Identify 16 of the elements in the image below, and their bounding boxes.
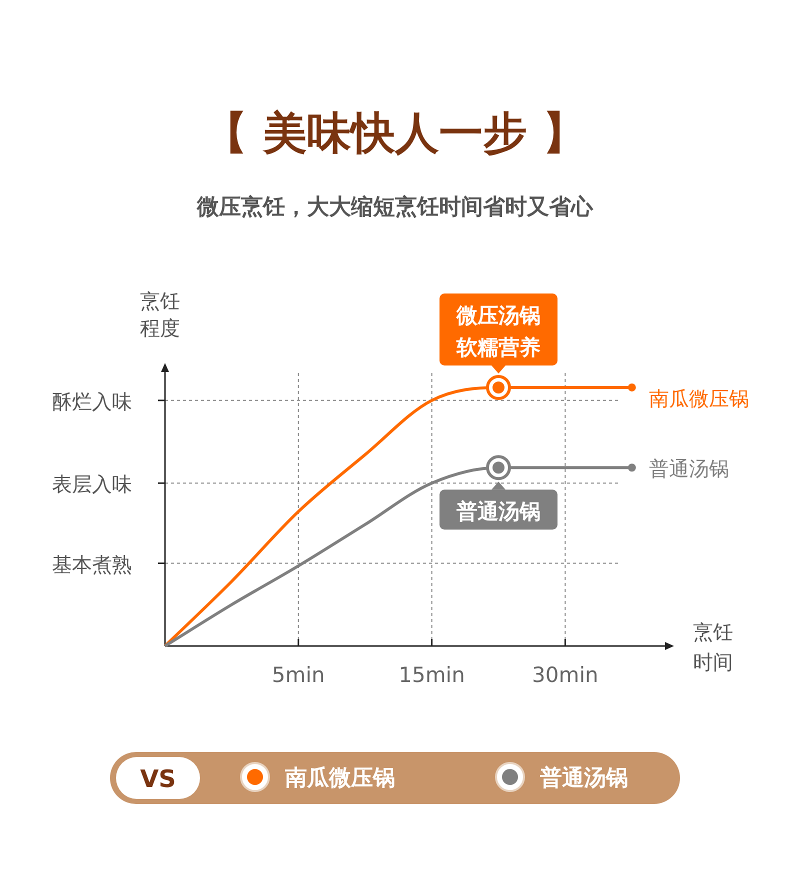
x-tick-label: 15min [398,663,465,687]
legend: 南瓜微压锅 [648,386,749,410]
legend-bottom: 南瓜微压锅 普通汤锅 [240,762,628,792]
text: 烹饪程度 [140,289,180,340]
legend: 普通汤锅 [648,456,729,481]
ref-line-label: 表层入味 [52,472,132,496]
x-tick-label: 30min [532,663,598,687]
text: 普通汤锅 [456,500,540,524]
x-tick-label: 5min [272,663,325,687]
text: 微压汤锅软糯营养 [456,303,540,360]
text: 烹饪时间 [693,620,733,674]
chart-title: 【 美味快人一步 】 [204,108,586,159]
chart-subtitle: 微压烹饪，大大缩短烹饪时间省时又省心 [196,194,594,220]
ref-line-label: 酥烂入味 [52,389,132,414]
ref-line-label: 基本煮熟 [52,552,132,576]
text: VS [140,765,176,793]
